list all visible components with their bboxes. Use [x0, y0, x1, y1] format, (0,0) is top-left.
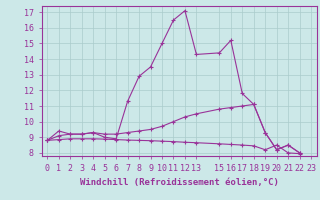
X-axis label: Windchill (Refroidissement éolien,°C): Windchill (Refroidissement éolien,°C) — [80, 178, 279, 187]
